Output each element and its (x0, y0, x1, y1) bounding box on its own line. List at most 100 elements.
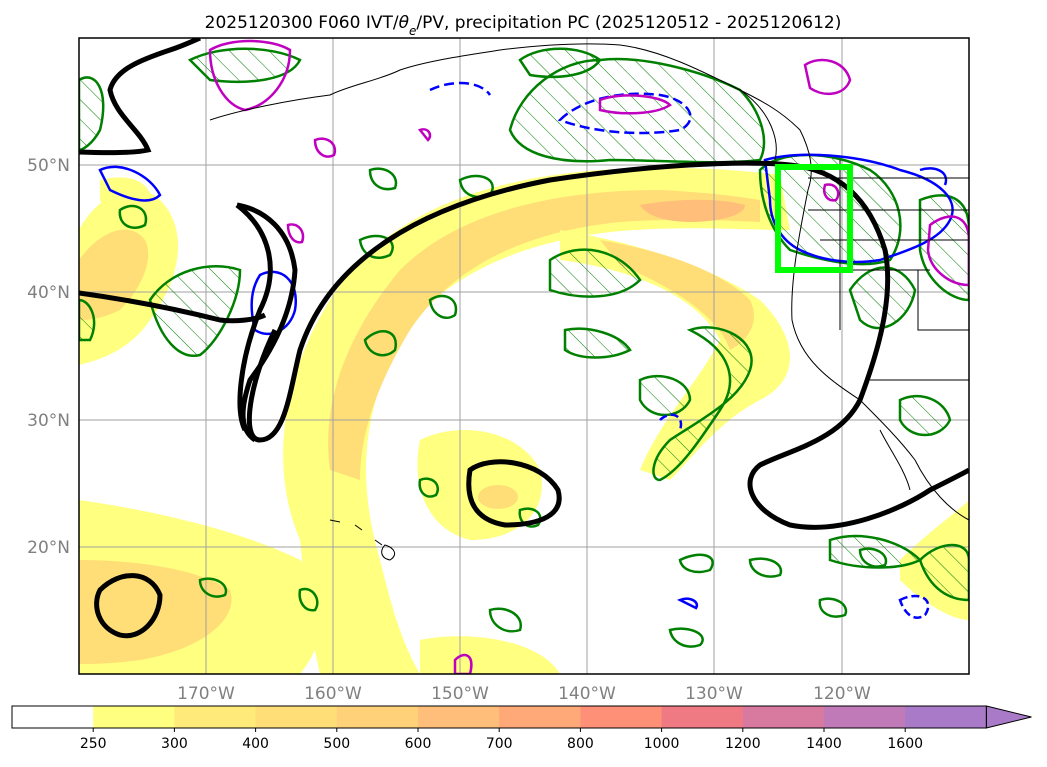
theta-west (148, 265, 242, 357)
theta-central-1 (428, 294, 458, 319)
theta-nw-top (187, 47, 302, 84)
theta-southeast (898, 394, 952, 437)
theta-small-12 (368, 167, 398, 191)
colorbar-swatch (336, 706, 419, 728)
theta-small-7 (858, 547, 888, 568)
lon-tick-120: 120°W (813, 684, 871, 704)
coastline-alaska (209, 43, 777, 161)
colorbar-label: 1200 (725, 736, 761, 752)
lat-tick-40: 40°N (27, 283, 70, 303)
ivt-main-core (328, 190, 760, 480)
colorbar-label: 1600 (887, 736, 923, 752)
colorbar-swatch (174, 706, 257, 728)
ivt-east-core (600, 240, 754, 350)
lon-tick-150: 150°W (431, 684, 489, 704)
theta-east-sub (652, 326, 753, 482)
magenta-small-3 (286, 223, 305, 244)
map-frame (78, 37, 970, 675)
theta-small-4 (298, 587, 319, 612)
magenta-north (598, 94, 672, 115)
theta-north-central (518, 47, 602, 79)
colorbar-swatch (12, 706, 94, 728)
theta-small-10 (198, 577, 228, 598)
magenta-small-4 (453, 653, 473, 674)
lat-tick-50: 50°N (27, 156, 70, 176)
colorbar-label: 800 (567, 736, 594, 752)
theta-small-1 (418, 477, 439, 498)
magenta-pnw (823, 183, 840, 202)
colorbar-swatch (580, 706, 663, 728)
colorbar-swatch (418, 706, 500, 728)
magenta-east (926, 215, 969, 287)
colorbar-swatch (824, 706, 906, 728)
magenta-ne (803, 58, 852, 96)
colorbar-label: 500 (323, 736, 350, 752)
state-border-5 (917, 270, 969, 331)
theta-small-9 (668, 627, 704, 648)
ivt-main-peak (640, 199, 745, 222)
lon-tick-160: 160°W (304, 684, 362, 704)
coastline-baja (879, 429, 911, 491)
colorbar-swatch (93, 706, 175, 728)
theta-mid-ne (638, 374, 692, 417)
colorbar-label: 250 (80, 736, 107, 752)
coastline-hawaii (329, 519, 396, 561)
colorbar-swatch (255, 706, 338, 728)
theta-small-5 (748, 557, 783, 578)
colorbar-swatch (499, 706, 581, 728)
theta-small-3 (488, 607, 522, 633)
theta-central-3 (358, 234, 394, 259)
theta-central-2 (363, 330, 398, 357)
theta-se-strip (828, 534, 923, 569)
lat-tick-labels: 50°N 40°N 30°N 20°N (27, 156, 70, 558)
colorbar-label: 700 (486, 736, 513, 752)
pv-west-line (79, 290, 267, 324)
theta-far-east (918, 194, 969, 302)
colorbar-label: 600 (405, 736, 432, 752)
theta-east-center (548, 248, 642, 298)
blue-mid (659, 413, 683, 431)
theta-small-11 (118, 204, 148, 229)
theta-se-bottom (918, 543, 969, 602)
blue-southeast (898, 594, 930, 619)
colorbar-label: 1000 (644, 736, 680, 752)
pv-west-inner (235, 203, 273, 432)
colorbar-label: 400 (242, 736, 269, 752)
chart-title: 2025120300 F060 IVT/θe/PV, precipitation… (205, 13, 842, 38)
pv-central-ring (466, 459, 562, 528)
lon-tick-130: 130°W (685, 684, 743, 704)
colorbar-labels: 250 300 400 500 600 700 800 1000 1200 1400 1600 (80, 728, 923, 752)
blue-small (676, 597, 699, 610)
lat-tick-30: 30°N (27, 411, 70, 431)
colorbar-swatches (11, 705, 1032, 729)
highlight-box (775, 164, 853, 273)
theta-west-lower (79, 298, 96, 342)
magenta-small-2 (417, 128, 432, 142)
ivt-nw-band (100, 177, 153, 224)
pv-sw-ring (94, 573, 163, 639)
theta-west-edge (79, 76, 105, 152)
lon-tick-140: 140°W (558, 684, 616, 704)
colorbar-extend-arrow (985, 705, 1032, 729)
magenta-contours (208, 39, 969, 674)
colorbar-swatch (742, 706, 825, 728)
lat-tick-20: 20°N (27, 538, 70, 558)
colorbar: 250 300 400 500 600 700 800 1000 1200 1400 1600 (11, 705, 1032, 752)
magenta-nw (208, 39, 292, 112)
pv-nw (79, 38, 201, 156)
colorbar-swatch (661, 706, 744, 728)
theta-small-6 (678, 553, 714, 574)
blue-west-left (98, 165, 162, 202)
blue-north-dashed-2 (429, 81, 492, 96)
theta-small-8 (818, 597, 848, 618)
colorbar-swatch (905, 706, 987, 728)
theta-small-2 (518, 507, 542, 528)
blue-ne (919, 167, 948, 186)
theta-se-coast (848, 266, 917, 330)
lon-tick-170: 170°W (177, 684, 235, 704)
ivt-central-blob (417, 430, 542, 540)
ivt-central-core (478, 485, 518, 509)
map-panel (79, 38, 969, 674)
lon-tick-labels: 170°W 160°W 150°W 140°W 130°W 120°W (177, 684, 871, 704)
